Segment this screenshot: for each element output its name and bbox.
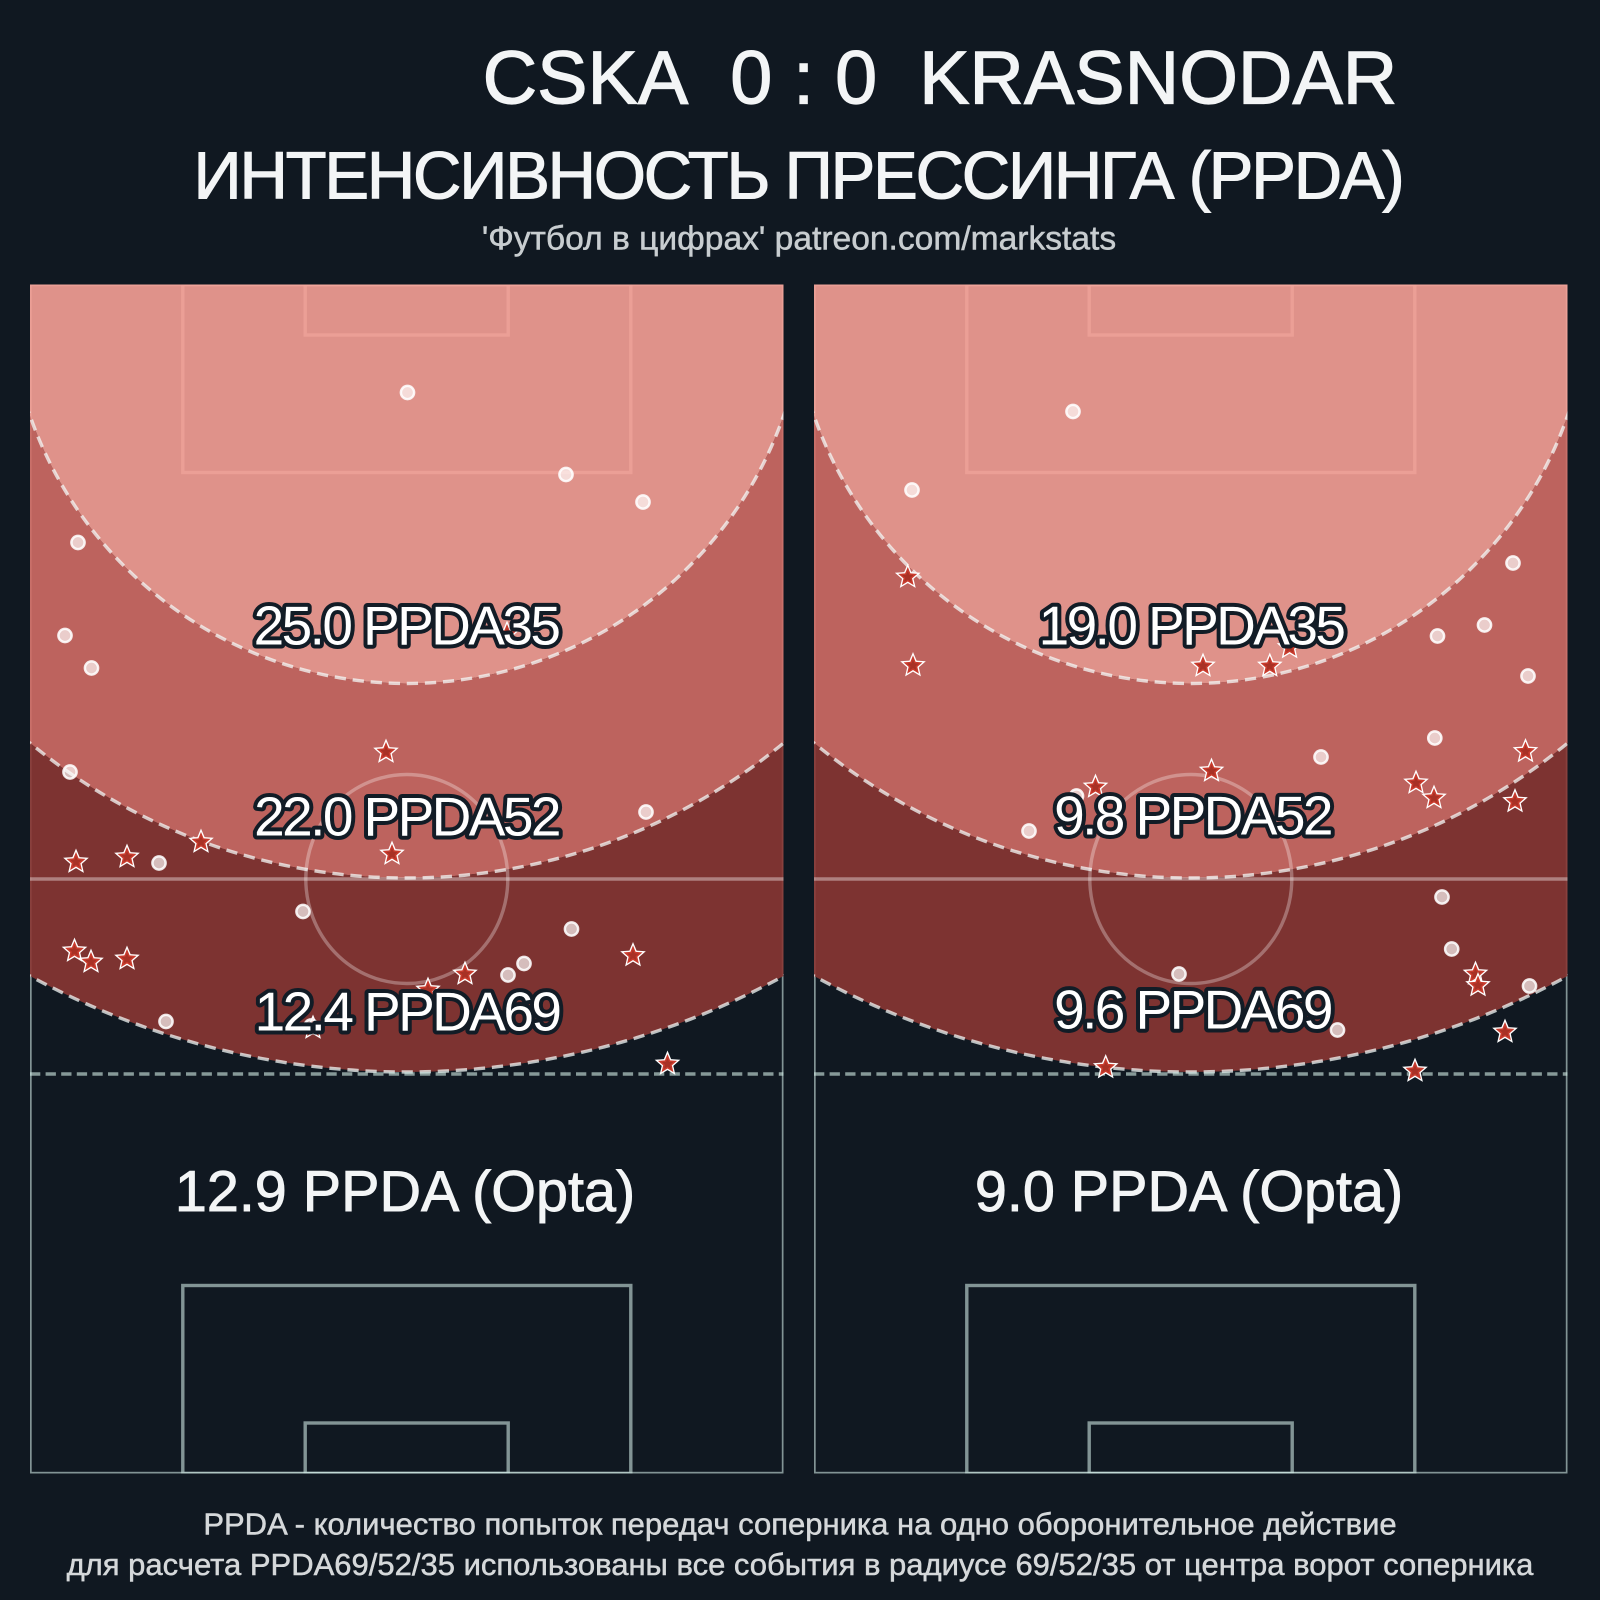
svg-text:12.9 PPDA (Opta): 12.9 PPDA (Opta)	[175, 1160, 635, 1224]
svg-text:для расчета PPDA69/52/35 испол: для расчета PPDA69/52/35 использованы вс…	[67, 1547, 1535, 1582]
svg-text:ИНТЕНСИВНОСТЬ ПРЕССИНГА (PPDA): ИНТЕНСИВНОСТЬ ПРЕССИНГА (PPDA)	[194, 139, 1403, 214]
svg-text:'Футбол в цифрах' patreon.com/: 'Футбол в цифрах' patreon.com/markstats	[482, 221, 1116, 258]
svg-text:9.6 PPDA69: 9.6 PPDA69	[1054, 979, 1331, 1041]
svg-text:22.0 PPDA52: 22.0 PPDA52	[254, 786, 559, 848]
svg-text:12.4 PPDA69: 12.4 PPDA69	[255, 981, 560, 1043]
svg-text:9.0 PPDA (Opta): 9.0 PPDA (Opta)	[975, 1160, 1403, 1224]
svg-text:CSKA 0 : 0 KRASNODAR: CSKA 0 : 0 KRASNODAR	[483, 36, 1398, 120]
svg-text:9.8 PPDA52: 9.8 PPDA52	[1054, 785, 1331, 847]
svg-text:25.0 PPDA35: 25.0 PPDA35	[254, 595, 560, 657]
svg-text:PPDA - количество попыток пере: PPDA - количество попыток передач соперн…	[203, 1507, 1396, 1542]
svg-text:19.0 PPDA35: 19.0 PPDA35	[1039, 595, 1345, 657]
